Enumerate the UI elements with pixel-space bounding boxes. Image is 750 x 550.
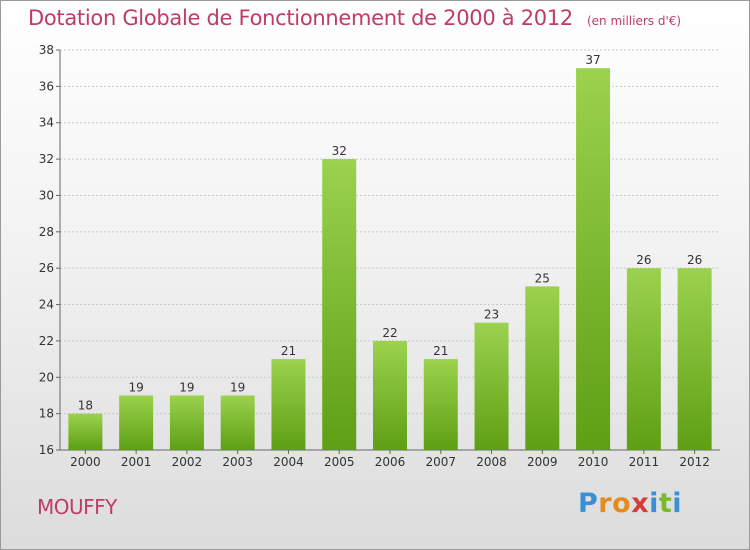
bar-2003 bbox=[220, 395, 255, 450]
x-tick-label: 2010 bbox=[578, 455, 609, 469]
bar-2001 bbox=[119, 395, 154, 450]
data-label: 22 bbox=[382, 326, 397, 340]
proxiti-logo: Proxiti bbox=[578, 488, 682, 519]
x-tick-label: 2003 bbox=[222, 455, 253, 469]
x-tick-label: 2012 bbox=[679, 455, 710, 469]
bar-2008 bbox=[474, 322, 509, 450]
bar-2005 bbox=[322, 159, 357, 450]
bar-2002 bbox=[169, 395, 204, 450]
y-tick-label: 30 bbox=[39, 188, 54, 202]
bar-2009 bbox=[525, 286, 560, 450]
x-tick-label: 2005 bbox=[324, 455, 355, 469]
y-tick-label: 20 bbox=[39, 370, 54, 384]
x-tick-label: 2000 bbox=[70, 455, 101, 469]
bar-2004 bbox=[271, 359, 306, 450]
data-label: 32 bbox=[332, 144, 347, 158]
y-tick-label: 34 bbox=[39, 116, 54, 130]
data-label: 23 bbox=[484, 308, 499, 322]
data-label: 19 bbox=[230, 380, 245, 394]
chart-title: Dotation Globale de Fonctionnement de 20… bbox=[28, 6, 573, 30]
bar-2000 bbox=[68, 413, 103, 450]
logo-letter: r bbox=[598, 488, 613, 519]
data-label: 21 bbox=[281, 344, 296, 358]
logo-letter: t bbox=[658, 488, 673, 519]
x-tick-label: 2006 bbox=[375, 455, 406, 469]
bar-2006 bbox=[373, 340, 407, 450]
data-label: 25 bbox=[535, 271, 550, 285]
logo-letter: i bbox=[649, 488, 659, 519]
y-tick-label: 38 bbox=[39, 43, 54, 57]
chart-unit: (en milliers d'€) bbox=[586, 14, 682, 28]
x-tick-label: 2004 bbox=[273, 455, 304, 469]
y-tick-label: 26 bbox=[39, 261, 54, 275]
data-label: 19 bbox=[129, 380, 144, 394]
y-tick-label: 22 bbox=[39, 334, 54, 348]
x-tick-label: 2009 bbox=[527, 455, 558, 469]
y-tick-label: 24 bbox=[39, 298, 54, 312]
x-tick-label: 2011 bbox=[629, 455, 660, 469]
data-label: 18 bbox=[78, 399, 93, 413]
logo-letter: x bbox=[631, 488, 650, 519]
bar-2007 bbox=[423, 359, 458, 450]
y-tick-label: 16 bbox=[39, 443, 54, 457]
data-label: 37 bbox=[585, 53, 600, 67]
data-label: 26 bbox=[636, 253, 651, 267]
data-label: 21 bbox=[433, 344, 448, 358]
bar-2010 bbox=[576, 68, 611, 450]
bar-2012 bbox=[677, 268, 712, 450]
logo-letter: i bbox=[672, 488, 683, 519]
y-tick-label: 36 bbox=[39, 79, 54, 93]
x-tick-label: 2002 bbox=[172, 455, 203, 469]
y-tick-label: 32 bbox=[39, 152, 54, 166]
x-tick-label: 2001 bbox=[121, 455, 152, 469]
place-name: MOUFFY bbox=[37, 495, 117, 519]
bar-2011 bbox=[626, 268, 661, 450]
logo-letter: P bbox=[578, 488, 599, 519]
y-tick-label: 28 bbox=[39, 225, 54, 239]
x-tick-label: 2007 bbox=[425, 455, 456, 469]
logo-letter: o bbox=[612, 488, 632, 519]
data-label: 26 bbox=[687, 253, 702, 267]
chart-title-row: Dotation Globale de Fonctionnement de 20… bbox=[28, 6, 681, 30]
x-tick-label: 2008 bbox=[476, 455, 507, 469]
data-label: 19 bbox=[179, 380, 194, 394]
y-tick-label: 18 bbox=[39, 407, 54, 421]
